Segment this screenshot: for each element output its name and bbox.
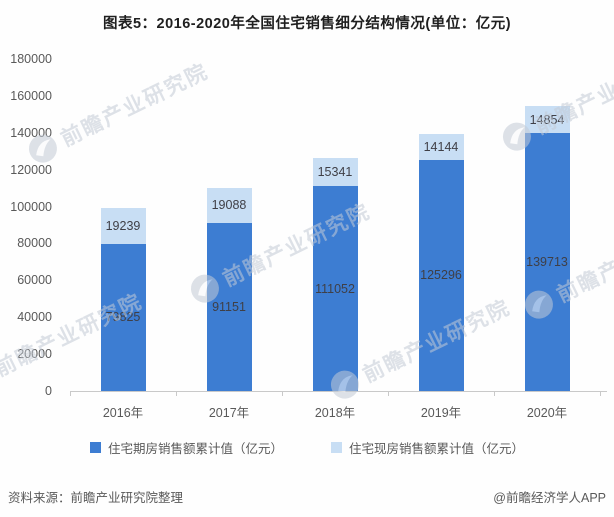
bar-segment-presale <box>100 243 146 391</box>
x-axis-category-label: 2017年 <box>208 406 250 420</box>
legend-swatch-presale <box>89 442 101 453</box>
legend-label: 住宅现房销售额累计值（亿元） <box>349 442 525 456</box>
bar-value-label: 19088 <box>211 198 247 213</box>
bar-segment-completed <box>206 187 252 223</box>
x-axis-category-label: 2018年 <box>314 406 356 420</box>
x-axis-line <box>70 391 607 392</box>
x-axis-tick <box>494 392 495 396</box>
y-axis-tick-label: 60000 <box>17 273 52 288</box>
y-axis-tick-label: 180000 <box>10 52 52 66</box>
bar-segment-completed <box>524 105 570 134</box>
x-axis-category-label: 2019年 <box>420 406 462 420</box>
y-axis-tick-label: 120000 <box>10 162 52 177</box>
credit-note: @前瞻经济学人APP <box>493 491 606 505</box>
bar-value-label: 111052 <box>315 281 355 296</box>
legend-item: 住宅现房销售额累计值（亿元） <box>331 438 524 457</box>
bar-value-label: 91151 <box>212 299 246 314</box>
y-axis-tick-label: 40000 <box>17 310 52 325</box>
bar-value-label: 19239 <box>105 219 141 234</box>
x-axis-tick <box>600 392 601 396</box>
bar-segment-completed <box>312 157 358 187</box>
bar-segment-presale <box>524 133 570 391</box>
y-axis-tick-label: 160000 <box>10 88 52 103</box>
bar-value-label: 14854 <box>529 112 565 127</box>
legend-label: 住宅期房销售额累计值（亿元） <box>107 442 283 456</box>
bar-segment-presale <box>418 159 464 391</box>
bar-segment-completed <box>418 133 464 160</box>
y-axis-tick-label: 140000 <box>10 125 52 140</box>
y-axis-tick-label: 0 <box>45 384 52 398</box>
x-axis-tick <box>388 392 389 396</box>
legend-swatch-completed <box>331 442 342 453</box>
y-axis-tick-label: 80000 <box>17 236 52 251</box>
bar-value-label: 125296 <box>420 268 462 283</box>
source-note: 资料来源：前瞻产业研究院整理 <box>8 491 184 505</box>
x-axis-category-label: 2016年 <box>102 406 144 420</box>
footer: 资料来源：前瞻产业研究院整理 @前瞻经济学人APP <box>0 487 614 507</box>
bar-segment-completed <box>100 208 146 244</box>
chart-title: 图表5：2016-2020年全国住宅销售细分结构情况(单位：亿元) <box>102 16 512 32</box>
bar-value-label: 15341 <box>317 165 353 180</box>
bar-value-label: 14144 <box>423 139 459 154</box>
x-axis-tick <box>70 392 71 396</box>
x-axis-category-label: 2020年 <box>526 406 568 420</box>
y-axis-tick-label: 20000 <box>17 347 52 362</box>
bar-segment-presale <box>206 222 252 391</box>
bar-segment-presale <box>312 186 358 391</box>
x-axis-tick <box>282 392 283 396</box>
bar-value-label: 139713 <box>526 255 568 270</box>
legend: 住宅期房销售额累计值（亿元） 住宅现房销售额累计值（亿元） <box>0 438 614 457</box>
y-axis-tick-label: 100000 <box>10 199 52 214</box>
x-axis-tick <box>176 392 177 396</box>
bar-value-label: 79825 <box>105 310 141 325</box>
legend-item: 住宅期房销售额累计值（亿元） <box>89 438 283 457</box>
